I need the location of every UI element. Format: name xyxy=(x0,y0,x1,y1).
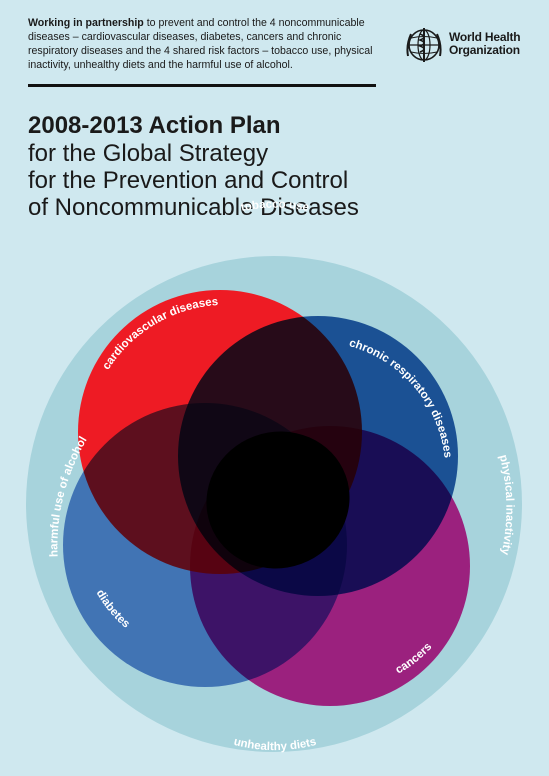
who-logo: World Health Organization xyxy=(405,26,535,66)
who-wordmark: World Health Organization xyxy=(449,30,521,57)
intro-text: Working in partnership to prevent and co… xyxy=(28,16,378,72)
who-emblem-icon xyxy=(406,28,442,62)
page-title: 2008-2013 Action Plan for the Global Str… xyxy=(28,112,528,221)
who-wordmark-line2: Organization xyxy=(449,43,520,57)
title-line-1: 2008-2013 Action Plan xyxy=(28,112,281,139)
who-wordmark-line1: World Health xyxy=(449,30,521,44)
label-unhealthy-diets: unhealthy diets xyxy=(232,736,317,753)
title-line-4: of Noncommunicable Diseases xyxy=(28,194,359,221)
title-line-2: for the Global Strategy xyxy=(28,140,269,167)
intro-rest: to prevent and control the 4 noncommunic… xyxy=(28,17,373,71)
title-line-3: for the Prevention and Control xyxy=(28,167,349,194)
label-tobacco: tobacco use xyxy=(240,199,310,214)
center-overlap xyxy=(206,431,350,569)
intro-bold: Working in partnership xyxy=(28,17,144,29)
header-rule xyxy=(28,84,376,87)
